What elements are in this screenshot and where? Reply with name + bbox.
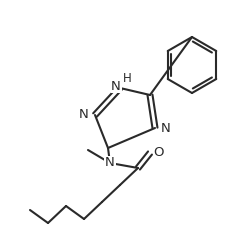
Text: N: N: [161, 121, 171, 134]
Text: N: N: [111, 79, 121, 93]
Text: O: O: [154, 147, 164, 160]
Text: N: N: [79, 109, 89, 121]
Text: H: H: [123, 72, 132, 86]
Text: N: N: [105, 157, 115, 169]
